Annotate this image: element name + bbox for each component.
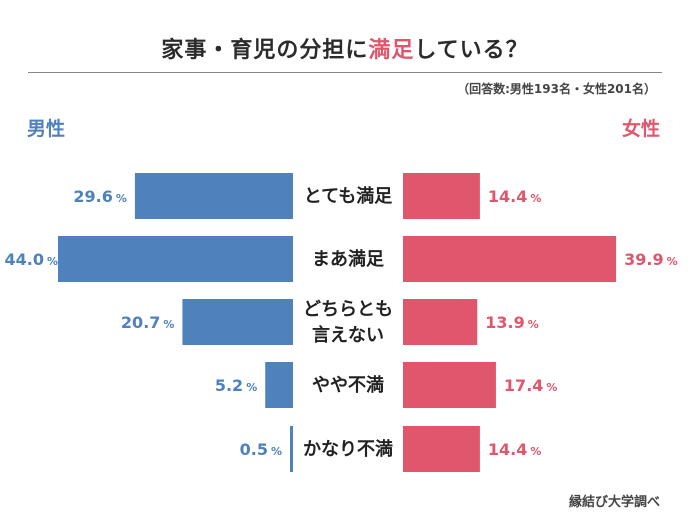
male-value-label: 5.2%: [215, 376, 257, 395]
value-number: 0.5: [240, 440, 268, 459]
source-label: 縁結び大学調べ: [568, 495, 660, 510]
male-value-label: 0.5%: [240, 440, 282, 459]
value-unit: %: [546, 381, 557, 394]
value-unit: %: [667, 255, 678, 268]
value-number: 14.4: [488, 440, 527, 459]
category-label-line: どちらとも: [303, 299, 393, 320]
male-bar: [134, 173, 293, 219]
value-unit: %: [530, 192, 541, 205]
female-value-label: 13.9%: [485, 313, 539, 332]
value-unit: %: [246, 381, 257, 394]
category-label-line: 言えない: [312, 324, 384, 346]
female-value-label: 39.9%: [624, 250, 678, 269]
title-highlight: 満足: [368, 38, 415, 63]
value-number: 20.7: [121, 313, 160, 332]
value-number: 5.2: [215, 376, 243, 395]
value-number: 39.9: [624, 250, 663, 269]
value-number: 13.9: [485, 313, 524, 332]
female-bar: [403, 173, 480, 219]
category-label-line: かなり不満: [303, 438, 393, 460]
female-bar: [403, 299, 478, 345]
female-bar: [403, 362, 496, 408]
female-value-label: 14.4%: [488, 440, 542, 459]
category-label: まあ満足: [312, 248, 384, 270]
value-unit: %: [116, 192, 127, 205]
value-unit: %: [528, 318, 539, 331]
title-part-1: 家事・育児の分担に: [161, 38, 369, 63]
female-bar: [403, 236, 617, 282]
chart-title: 家事・育児の分担に満足している？: [0, 32, 690, 64]
category-label-line: とても満足: [304, 185, 393, 207]
male-bar: [290, 426, 293, 472]
legend-male: 男性: [27, 118, 66, 140]
category-label: どちらとも言えない: [303, 299, 393, 346]
value-unit: %: [47, 255, 58, 268]
respondent-note: （回答数:男性193名・女性201名）: [457, 82, 656, 96]
value-number: 17.4: [504, 376, 543, 395]
value-number: 29.6: [73, 187, 112, 206]
value-unit: %: [271, 445, 282, 458]
category-label: とても満足: [304, 185, 393, 207]
category-label-line: まあ満足: [312, 248, 384, 270]
female-value-label: 14.4%: [488, 187, 542, 206]
legend-female: 女性: [621, 118, 660, 140]
category-label: やや不満: [312, 374, 384, 396]
male-bar: [265, 362, 293, 408]
male-value-label: 20.7%: [121, 313, 175, 332]
category-label-line: やや不満: [312, 374, 384, 396]
male-bar: [182, 299, 293, 345]
title-divider: [28, 72, 662, 73]
value-number: 14.4: [488, 187, 527, 206]
female-bar: [403, 426, 480, 472]
value-unit: %: [163, 318, 174, 331]
female-value-label: 17.4%: [504, 376, 558, 395]
male-value-label: 44.0%: [4, 250, 58, 269]
title-part-3: している？: [414, 38, 529, 63]
category-label: かなり不満: [303, 438, 393, 460]
value-number: 44.0: [4, 250, 43, 269]
value-unit: %: [530, 445, 541, 458]
male-bar: [58, 236, 293, 282]
male-value-label: 29.6%: [73, 187, 127, 206]
